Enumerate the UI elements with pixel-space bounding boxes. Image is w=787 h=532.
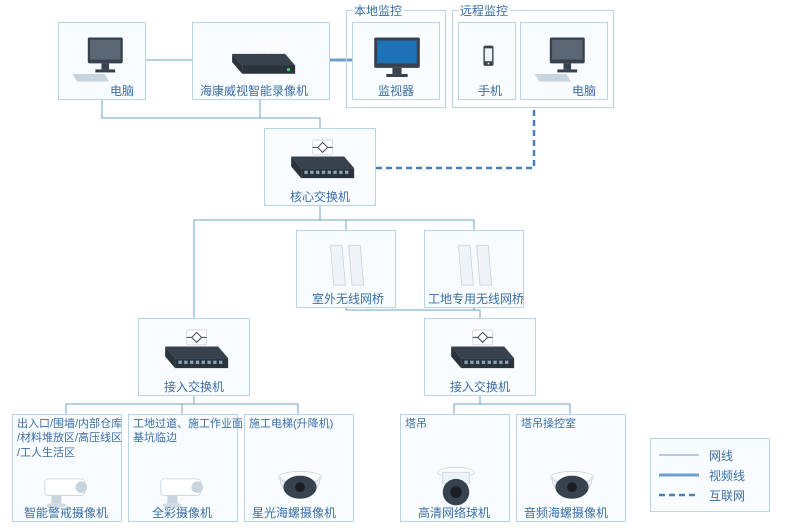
switch-icon <box>276 135 366 193</box>
monitor-icon <box>359 29 435 87</box>
node-cam2-header: 工地过道、施工作业面、 基坑临边 <box>133 417 235 446</box>
edge-pc1-core <box>102 100 320 128</box>
node-cam4-header: 塔吊 <box>405 417 507 431</box>
edge-core-remote <box>376 108 534 168</box>
node-acc1-label: 接入交换机 <box>164 378 224 395</box>
switch-icon <box>436 325 526 383</box>
legend-net-label: 网线 <box>709 447 733 464</box>
node-cam3-label: 星光海螺摄像机 <box>252 504 336 521</box>
legend-video-label: 视频线 <box>709 467 745 484</box>
node-cam1-header: 出入口/围墙/内部仓库 /材料堆放区/高压线区 /工人生活区 <box>17 417 119 460</box>
node-cam2-label: 全彩摄像机 <box>152 504 212 521</box>
node-cam1-label: 智能警戒摄像机 <box>24 504 108 521</box>
legend-internet-label: 互联网 <box>709 487 745 504</box>
bridge-icon <box>431 237 519 295</box>
edge-core-br1 <box>320 206 346 230</box>
switch-icon <box>150 325 240 383</box>
node-cam5-header: 塔吊操控室 <box>521 417 623 431</box>
edge-acc1-cam2 <box>182 396 194 414</box>
pc-icon <box>527 29 603 87</box>
node-cam5-label: 音频海螺摄像机 <box>524 504 608 521</box>
legend: 网线视频线互联网 <box>650 438 770 512</box>
node-pc2-label: 电脑 <box>572 82 596 99</box>
g-remote-label: 远程监控 <box>458 2 510 19</box>
legend-row-video: 视频线 <box>659 465 761 485</box>
node-br2-label: 工地专用无线网桥 <box>428 290 524 307</box>
edge-core-br2 <box>320 206 474 230</box>
node-acc2-label: 接入交换机 <box>450 378 510 395</box>
phone-icon <box>465 29 511 87</box>
edge-acc2-cam4 <box>454 396 480 414</box>
node-cam4-label: 高清网络球机 <box>418 504 490 521</box>
g-local-label: 本地监控 <box>352 2 404 19</box>
legend-row-net: 网线 <box>659 445 761 465</box>
pc-icon <box>65 29 141 87</box>
diagram-stage: 本地监控 远程监控电脑 NVR 海康威视智能录像机 监视器 手机 电脑核心交换机室外无线网桥… <box>0 0 787 532</box>
edge-nvr-core <box>260 100 320 128</box>
bridge-icon <box>303 237 391 295</box>
nvr-icon: NVR <box>217 29 307 87</box>
node-mon-label: 监视器 <box>378 82 414 99</box>
legend-video-icon <box>659 468 699 482</box>
node-pc1-label: 电脑 <box>110 82 134 99</box>
node-cam3-header: 施工电梯(升降机) <box>249 417 351 431</box>
legend-net-icon <box>659 448 699 462</box>
node-core-label: 核心交换机 <box>290 188 350 205</box>
edge-br2-acc2 <box>474 308 480 318</box>
edge-acc1-cam3 <box>194 396 298 414</box>
node-nvr-label: 海康威视智能录像机 <box>200 82 308 99</box>
legend-row-internet: 互联网 <box>659 485 761 505</box>
edge-acc1-cam1 <box>66 396 194 414</box>
svg-text:NVR: NVR <box>259 44 279 54</box>
edge-br1-acc2 <box>346 308 480 318</box>
edge-acc2-cam5 <box>480 396 570 414</box>
legend-internet-icon <box>659 488 699 502</box>
node-br1-label: 室外无线网桥 <box>312 290 384 307</box>
node-phone-label: 手机 <box>478 82 502 99</box>
